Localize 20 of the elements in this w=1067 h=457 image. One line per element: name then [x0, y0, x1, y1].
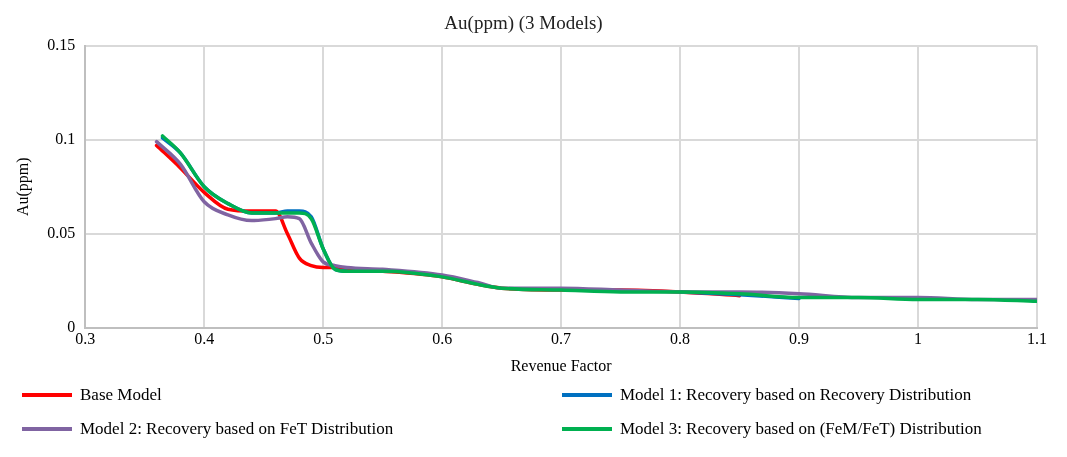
legend-label: Model 1: Recovery based on Recovery Distribution: [619, 385, 973, 405]
x-tick-label: 1: [914, 330, 923, 348]
chart-title: Au(ppm) (3 Models): [444, 12, 603, 35]
y-tick-label: 0: [67, 317, 76, 335]
x-tick-label: 0.4: [194, 330, 215, 348]
legend-label: Model 2: Recovery based on FeT Distribution: [79, 419, 395, 439]
x-tick-label: 0.5: [313, 330, 334, 348]
x-tick-label: 1.1: [1027, 330, 1047, 348]
x-tick-label: 0.9: [789, 330, 810, 348]
x-tick-label: 0.7: [551, 330, 572, 348]
y-tick-label: 0.05: [47, 223, 76, 241]
legend-label: Base Model: [79, 385, 163, 405]
x-tick-label: 0.6: [432, 330, 453, 348]
x-tick-label: 0.8: [670, 330, 691, 348]
legend-label: Model 3: Recovery based on (FeM/FeT) Distribution: [619, 419, 983, 439]
y-axis-title: Au(ppm): [13, 157, 32, 217]
y-tick-label: 0.1: [55, 129, 76, 147]
x-axis-title: Revenue Factor: [510, 356, 613, 374]
x-tick-label: 0.3: [75, 330, 96, 348]
y-tick-label: 0.15: [47, 36, 76, 53]
